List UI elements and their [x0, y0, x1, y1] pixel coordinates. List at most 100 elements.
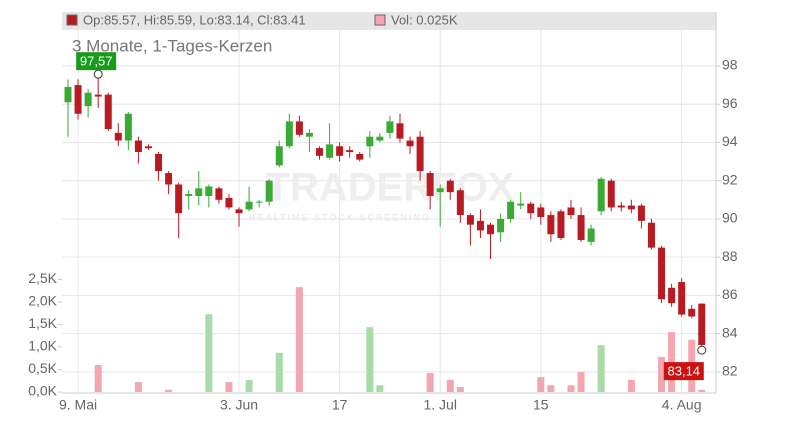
- volume-bar: [295, 287, 303, 392]
- candle-body: [658, 247, 666, 300]
- watermark: TRADERFOX: [266, 166, 515, 210]
- y-tick-label: 86: [722, 286, 738, 302]
- candle-body: [647, 222, 655, 248]
- volume-bar: [225, 382, 233, 392]
- candle-body: [668, 287, 676, 304]
- candle-body: [487, 224, 495, 235]
- candle-body: [295, 121, 303, 135]
- volume-bar: [446, 379, 454, 392]
- candle-body: [336, 146, 344, 156]
- x-tick-label: 17: [332, 397, 348, 413]
- extreme-label-bg: [663, 362, 704, 381]
- candle-body: [185, 194, 193, 196]
- volume-bar: [668, 332, 676, 392]
- candle-body: [476, 220, 484, 231]
- volume-bar: [134, 382, 142, 392]
- candle-body: [466, 215, 474, 225]
- y-tick-label: 92: [722, 171, 738, 187]
- candle-body: [94, 94, 102, 97]
- candle-body: [426, 173, 434, 196]
- volume-bar: [275, 352, 283, 392]
- y2-tick-label: 0,0K: [28, 383, 57, 399]
- volume-bar: [658, 356, 666, 392]
- candle-body: [114, 132, 122, 141]
- volume-bar: [547, 385, 555, 392]
- candle-body: [537, 207, 545, 218]
- candle-body: [627, 205, 635, 210]
- candle-body: [597, 178, 605, 212]
- candle-body: [607, 180, 615, 208]
- candle-body: [275, 146, 283, 166]
- candle-body: [74, 85, 82, 114]
- volume-bar: [376, 385, 384, 392]
- volume-bar: [245, 379, 253, 392]
- y-tick-label: 98: [722, 57, 738, 73]
- x-tick-label: 9. Mai: [59, 397, 97, 413]
- candle-body: [235, 209, 243, 214]
- candle-body: [637, 205, 645, 221]
- candle-body: [64, 86, 72, 103]
- candle-body: [698, 303, 706, 345]
- y2-tick-label: 2,0K: [28, 293, 57, 309]
- candle-body: [255, 201, 263, 203]
- candle-body: [587, 228, 595, 242]
- x-tick-label: 15: [533, 397, 549, 413]
- candle-body: [577, 215, 585, 240]
- candle-body: [326, 144, 334, 158]
- candle-body: [678, 282, 686, 315]
- candle-body: [144, 146, 152, 149]
- x-tick-label: 4. Aug: [662, 397, 702, 413]
- volume-bar: [456, 387, 464, 392]
- y-tick-label: 84: [722, 324, 738, 340]
- extreme-label: 97,57: [80, 54, 113, 69]
- candle-body: [376, 136, 384, 141]
- candle-body: [416, 136, 424, 172]
- candle-body: [84, 92, 92, 107]
- candle-body: [134, 140, 142, 153]
- candle-body: [527, 203, 535, 214]
- y-tick-label: 88: [722, 248, 738, 264]
- y-tick-label: 90: [722, 210, 738, 226]
- chart-title: 3 Monate, 1-Tages-Kerzen: [72, 36, 272, 55]
- ohlc-text: Op:85.57, Hi:85.59, Lo:83.14, Cl:83.41: [83, 12, 306, 27]
- volume-bar: [537, 377, 545, 392]
- candle-body: [386, 121, 394, 133]
- candle-body: [436, 188, 444, 193]
- candle-body: [124, 113, 132, 141]
- y2-tick-label: 1,5K: [28, 315, 57, 331]
- volume-bar: [205, 314, 213, 392]
- extreme-label: 83,14: [668, 364, 701, 379]
- candle-body: [396, 123, 404, 139]
- candle-body: [517, 203, 525, 206]
- volume-bar: [597, 345, 605, 392]
- volume-bar: [426, 373, 434, 392]
- candle-body: [366, 136, 374, 147]
- candle-body: [507, 201, 515, 219]
- extreme-marker: [697, 345, 707, 355]
- extreme-marker: [93, 69, 103, 79]
- candle-body: [195, 188, 203, 196]
- x-tick-label: 1. Jul: [423, 397, 456, 413]
- candle-body: [225, 197, 233, 208]
- volume-bar: [567, 385, 575, 392]
- volume-text: Vol: 0.025K: [391, 12, 458, 27]
- volume-bar: [698, 389, 706, 392]
- volume-icon: [374, 14, 386, 26]
- y-tick-label: 96: [722, 95, 738, 111]
- candle-body: [617, 205, 625, 208]
- candle-body: [456, 190, 464, 216]
- candle-body: [155, 153, 163, 172]
- candle-body: [104, 94, 112, 130]
- candle-body: [165, 173, 173, 185]
- volume-bar: [627, 379, 635, 392]
- ohlc-icon: [66, 14, 78, 26]
- candle-body: [265, 180, 273, 202]
- candle-body: [316, 148, 323, 156]
- y-tick-label: 94: [722, 133, 738, 149]
- y-tick-label: 82: [722, 363, 738, 379]
- y2-tick-label: 1,0K: [28, 338, 57, 354]
- candle-body: [305, 132, 313, 137]
- volume-bar: [165, 389, 173, 392]
- y2-tick-label: 2,5K: [28, 270, 57, 286]
- extreme-label-bg: [76, 52, 117, 71]
